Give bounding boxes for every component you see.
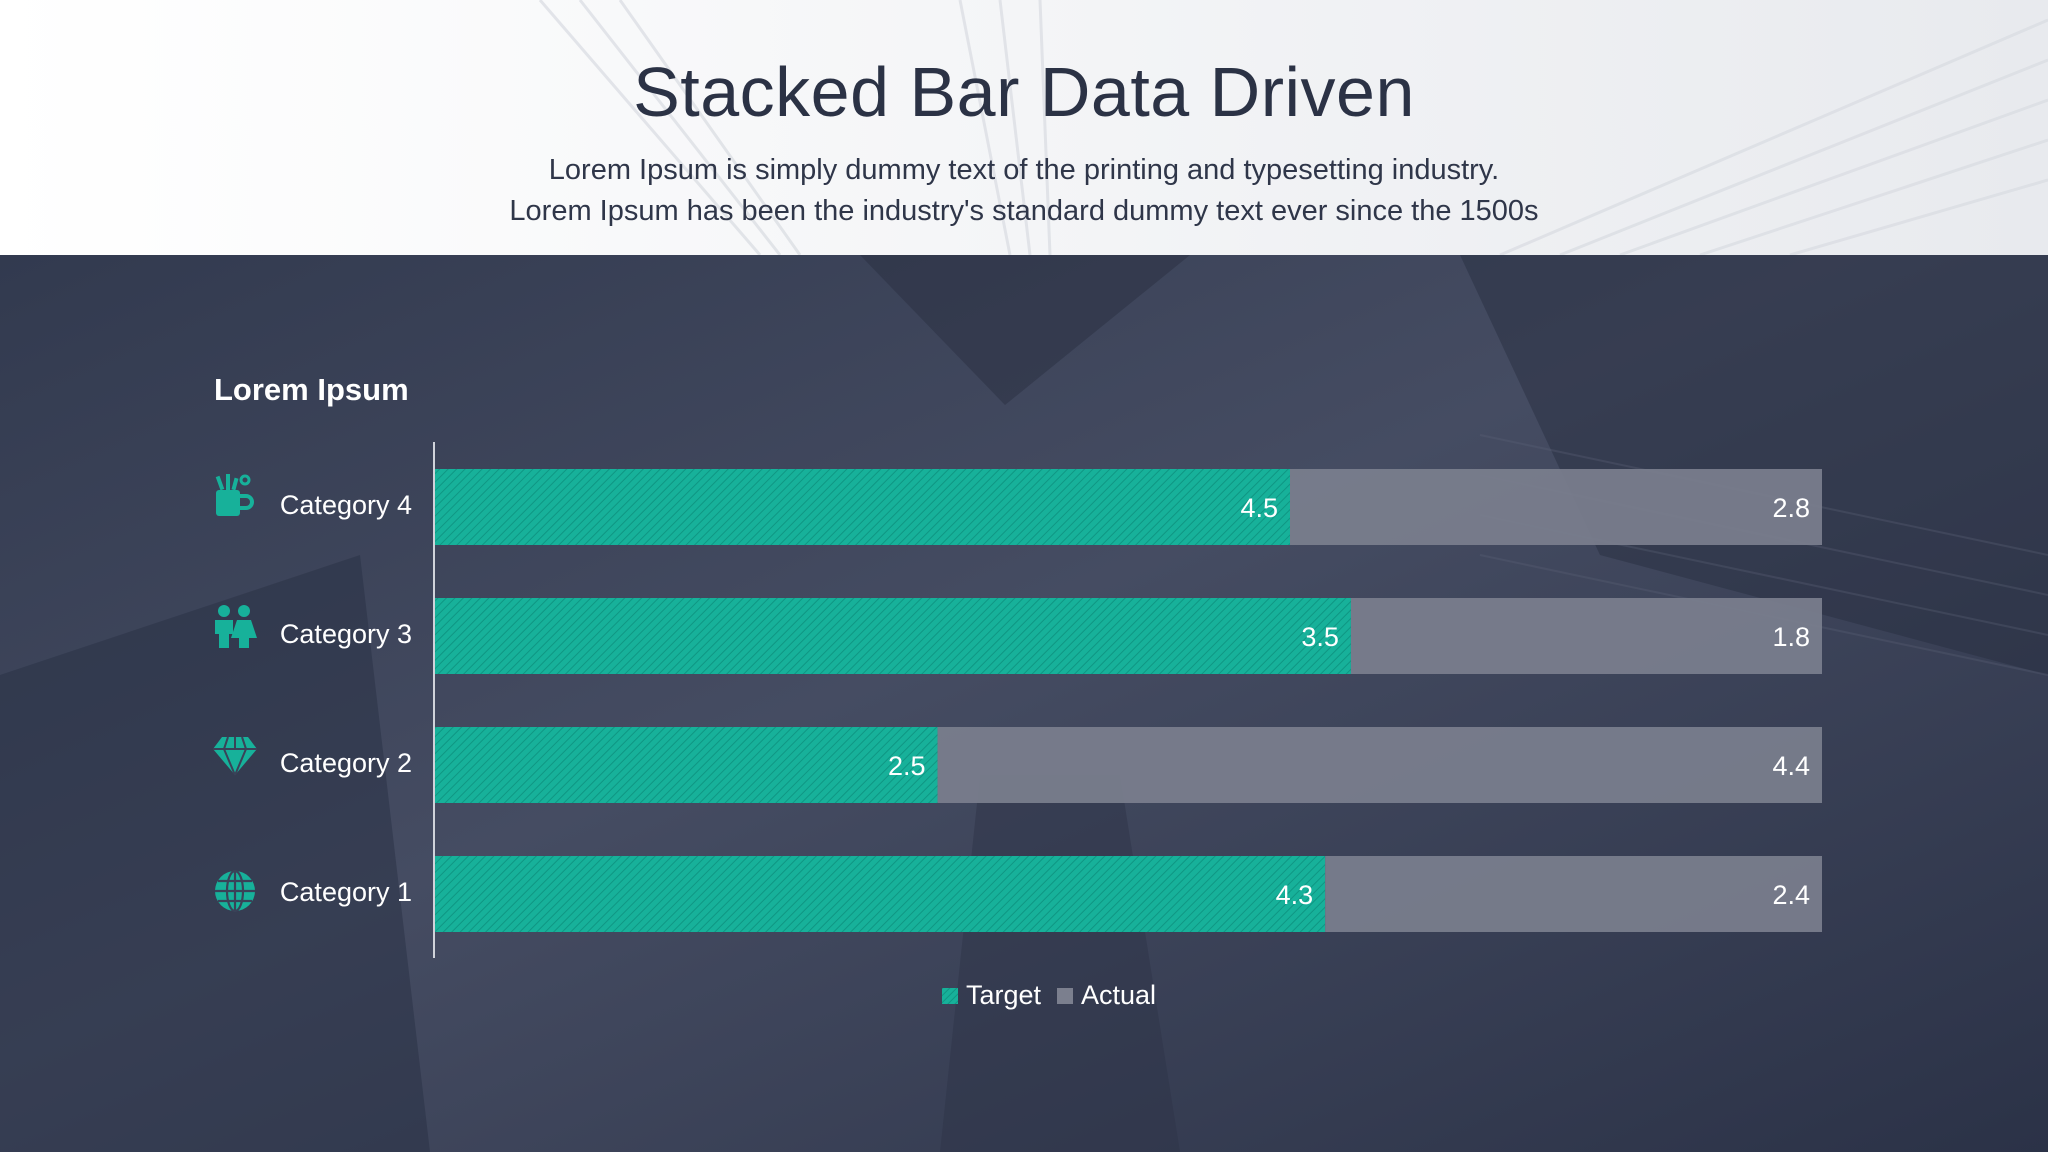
subtitle-line-1: Lorem Ipsum is simply dummy text of the … (548, 154, 1500, 186)
bar-actual-category-2 (937, 727, 1822, 803)
data-label-target-category-1: 4.3 (1276, 880, 1314, 910)
category-label-1: Category 1 (279, 877, 412, 907)
bar-target-category-1 (435, 856, 1326, 932)
legend-swatch-target (941, 987, 958, 1004)
category-label-2: Category 2 (279, 748, 412, 778)
data-label-actual-category-2: 4.4 (1772, 751, 1810, 781)
globe-icon (215, 869, 255, 913)
data-label-target-category-4: 4.5 (1240, 493, 1278, 523)
chart-title: Lorem Ipsum (214, 372, 409, 407)
bar-target-category-4 (435, 469, 1290, 545)
dark-background (0, 255, 2048, 1152)
legend-swatch-actual (1057, 987, 1073, 1004)
page-title: Stacked Bar Data Driven (633, 53, 1415, 131)
data-label-actual-category-1: 2.4 (1772, 880, 1810, 910)
legend-item-target: Target (941, 980, 1041, 1011)
legend-label-target: Target (965, 980, 1041, 1010)
bar-actual-category-3 (1350, 598, 1822, 674)
bar-target-category-3 (435, 598, 1351, 674)
diamond-icon (213, 736, 257, 776)
legend-item-actual: Actual (1057, 980, 1156, 1011)
legend-label-actual: Actual (1081, 980, 1157, 1010)
data-label-actual-category-3: 1.8 (1772, 622, 1810, 652)
header-background (0, 0, 2048, 255)
subtitle-line-2: Lorem Ipsum has been the industry's stan… (509, 195, 1539, 227)
header: Stacked Bar Data Driven Lorem Ipsum is s… (0, 0, 2048, 255)
people-icon (215, 605, 257, 648)
page-subtitle: Lorem Ipsum is simply dummy text of the … (0, 150, 2048, 232)
chart-legend: Target Actual (0, 980, 2048, 1011)
cup-pencils-icon (215, 474, 254, 516)
bar-actual-category-4 (1290, 469, 1822, 545)
data-label-target-category-3: 3.5 (1301, 622, 1339, 652)
category-label-3: Category 3 (279, 619, 412, 649)
bar-target-category-2 (435, 727, 938, 803)
category-label-4: Category 4 (279, 490, 412, 520)
bar-actual-category-1 (1325, 856, 1822, 932)
data-label-target-category-2: 2.5 (888, 751, 926, 781)
data-label-actual-category-4: 2.8 (1772, 493, 1810, 523)
